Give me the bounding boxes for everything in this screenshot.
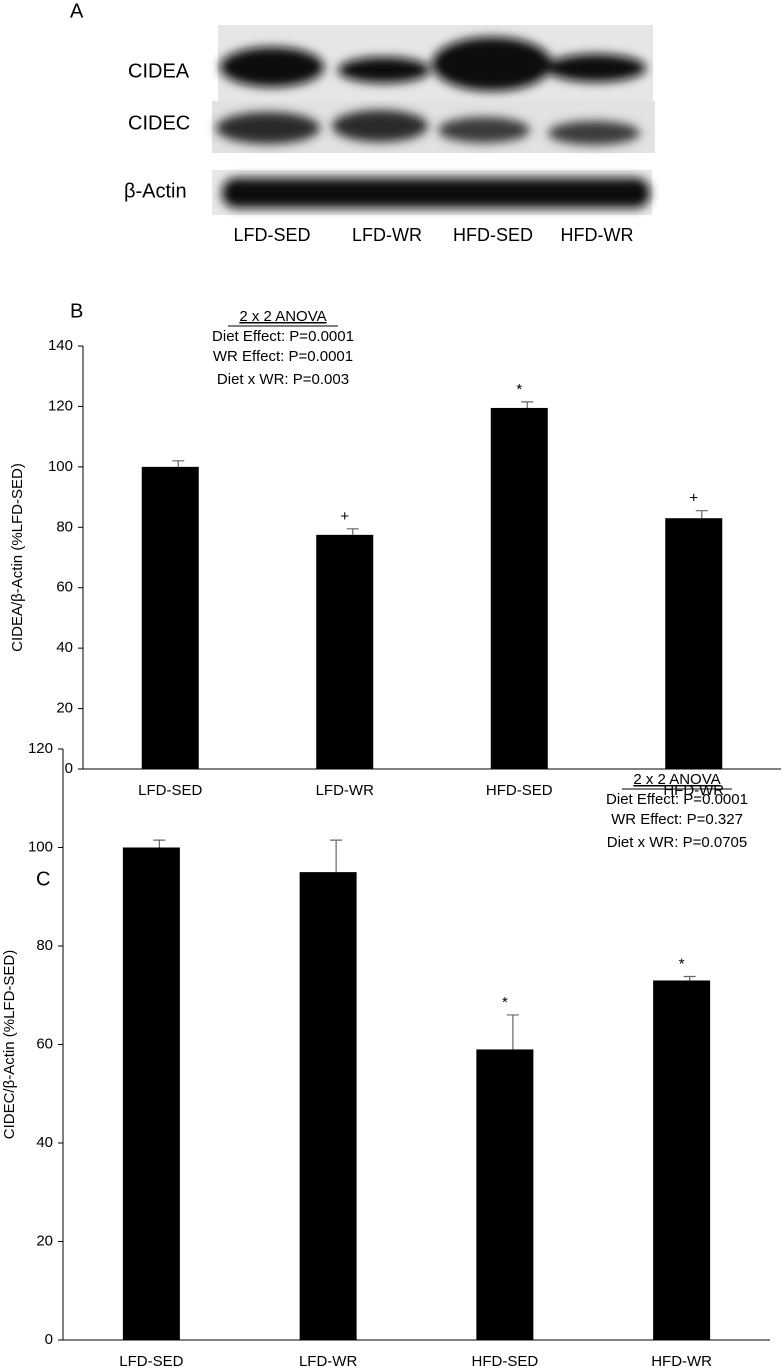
blot-lane-label: HFD-WR bbox=[561, 225, 634, 245]
bar bbox=[476, 1049, 534, 1340]
y-tick-label: 20 bbox=[56, 700, 73, 717]
significance-marker: + bbox=[340, 508, 349, 525]
blot-band bbox=[548, 121, 640, 145]
y-tick-label: 100 bbox=[48, 458, 73, 475]
error-bar bbox=[695, 510, 708, 519]
y-tick-label: 40 bbox=[56, 639, 73, 656]
bar bbox=[122, 847, 180, 1340]
anova-line: Diet x WR: P=0.003 bbox=[217, 371, 349, 388]
significance-marker: + bbox=[689, 490, 698, 507]
x-tick-label: LFD-WR bbox=[299, 1353, 357, 1370]
y-tick-label: 80 bbox=[36, 937, 53, 954]
blot-band bbox=[216, 112, 320, 144]
error-bar bbox=[153, 839, 166, 848]
significance-marker: * bbox=[516, 381, 522, 398]
error-bar bbox=[346, 528, 359, 535]
anova-title: 2 x 2 ANOVA bbox=[633, 771, 720, 788]
y-tick-label: 120 bbox=[48, 397, 73, 414]
significance-marker: * bbox=[502, 994, 508, 1011]
y-axis-title: CIDEA/β-Actin (%LFD-SED) bbox=[9, 463, 26, 652]
blot-row-label: CIDEA bbox=[128, 60, 190, 82]
panel-label: C bbox=[36, 868, 50, 890]
x-tick-label: LFD-SED bbox=[138, 782, 202, 799]
y-tick-label: 40 bbox=[36, 1134, 53, 1151]
y-tick-label: 60 bbox=[56, 579, 73, 596]
panel-label: A bbox=[70, 0, 84, 22]
y-tick-label: 60 bbox=[36, 1035, 53, 1052]
y-tick-label: 140 bbox=[48, 337, 73, 354]
panel-label: B bbox=[70, 300, 83, 322]
x-tick-label: HFD-SED bbox=[486, 782, 553, 799]
bar bbox=[316, 534, 374, 769]
bar bbox=[490, 407, 548, 769]
blot-lane-label: LFD-WR bbox=[352, 225, 422, 245]
y-tick-label: 0 bbox=[45, 1331, 53, 1348]
blot-row-label: CIDEC bbox=[128, 112, 190, 134]
error-bar bbox=[330, 839, 343, 873]
significance-marker: * bbox=[679, 956, 685, 973]
error-bar bbox=[683, 975, 696, 981]
blot-lane-label: HFD-SED bbox=[453, 225, 533, 245]
anova-line: Diet Effect: P=0.0001 bbox=[606, 791, 748, 808]
bar bbox=[299, 872, 357, 1340]
blot-band bbox=[438, 117, 530, 143]
y-tick-label: 80 bbox=[56, 518, 73, 535]
error-bar bbox=[506, 1014, 519, 1050]
y-tick-label: 100 bbox=[28, 838, 53, 855]
bar bbox=[141, 466, 199, 769]
x-tick-label: LFD-WR bbox=[316, 782, 374, 799]
x-tick-label: HFD-SED bbox=[472, 1353, 539, 1370]
y-tick-label: 0 bbox=[65, 760, 73, 777]
anova-line: WR Effect: P=0.327 bbox=[611, 811, 743, 828]
western-blot bbox=[212, 25, 655, 215]
blot-row-label: β-Actin bbox=[124, 180, 187, 202]
error-bar bbox=[172, 460, 185, 467]
blot-band bbox=[432, 37, 552, 91]
anova-line: WR Effect: P=0.0001 bbox=[213, 348, 353, 365]
x-tick-label: LFD-SED bbox=[119, 1353, 183, 1370]
blot-band bbox=[338, 57, 430, 83]
x-tick-label: HFD-WR bbox=[651, 1353, 712, 1370]
blot-band bbox=[220, 47, 324, 87]
blot-band bbox=[546, 54, 646, 82]
bar bbox=[665, 518, 723, 769]
blot-band bbox=[222, 178, 650, 208]
anova-line: Diet Effect: P=0.0001 bbox=[212, 328, 354, 345]
x-tick-label: HFD-WR bbox=[663, 782, 724, 799]
y-tick-label: 120 bbox=[28, 740, 53, 757]
y-tick-label: 20 bbox=[36, 1232, 53, 1249]
bar bbox=[653, 980, 711, 1340]
blot-band bbox=[332, 110, 428, 142]
blot-lane-label: LFD-SED bbox=[233, 225, 310, 245]
y-axis-title: CIDEC/β-Actin (%LFD-SED) bbox=[1, 950, 18, 1139]
anova-title: 2 x 2 ANOVA bbox=[239, 308, 326, 325]
anova-line: Diet x WR: P=0.0705 bbox=[607, 834, 747, 851]
error-bar bbox=[521, 401, 534, 408]
